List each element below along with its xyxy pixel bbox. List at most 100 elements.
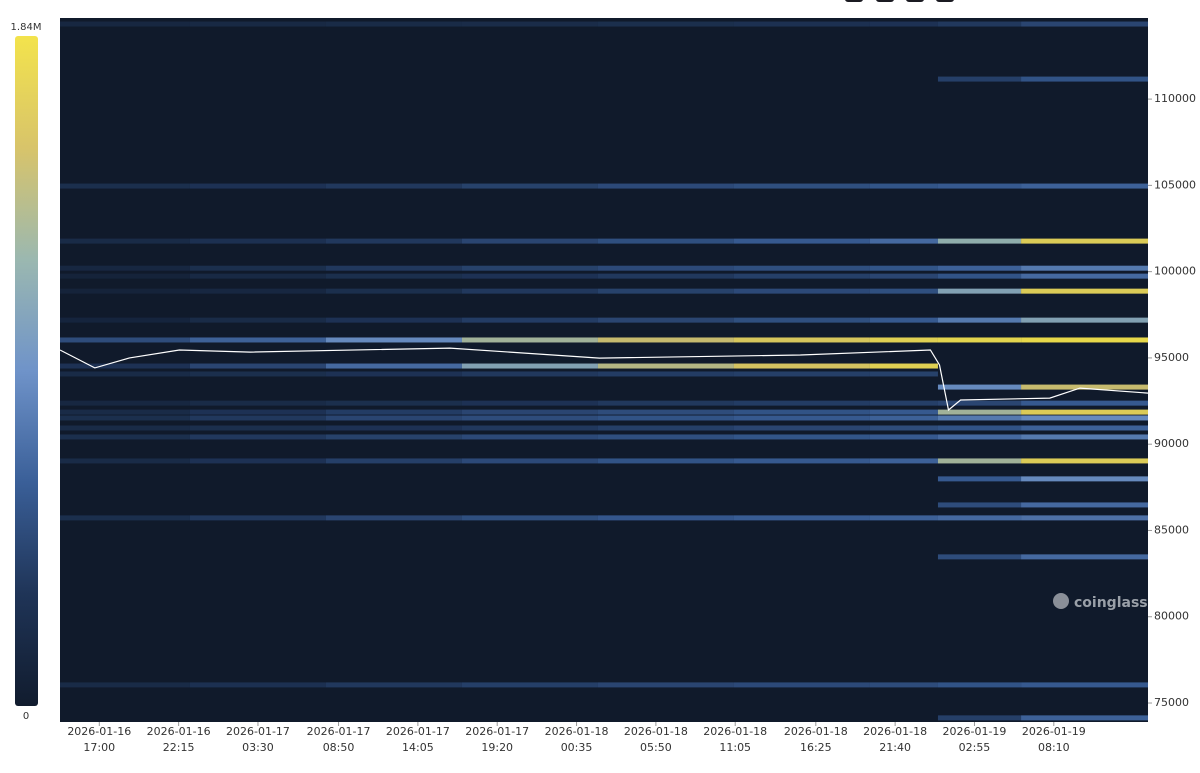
- heat-cell: [1021, 238, 1148, 244]
- heat-cell: [461, 183, 598, 189]
- heat-cell: [733, 288, 870, 294]
- heat-cell: [461, 265, 598, 271]
- y-tick-label: 75000: [1154, 696, 1189, 709]
- heat-cell: [869, 400, 938, 406]
- toolbar-button[interactable]: [906, 0, 924, 2]
- heat-cell: [325, 317, 462, 323]
- price-line: [59, 347, 1149, 412]
- heat-cell: [869, 238, 938, 244]
- heat-cell: [325, 288, 462, 294]
- heat-cell: [937, 434, 1022, 440]
- heat-cell: [733, 317, 870, 323]
- x-tick-date: 2026-01-17: [465, 725, 529, 738]
- heat-cell: [733, 515, 870, 521]
- heat-cell: [937, 682, 1022, 688]
- heat-cell: [733, 363, 870, 369]
- heat-cell: [869, 458, 938, 464]
- heat-cell: [937, 183, 1022, 189]
- heat-cell: [937, 415, 1022, 421]
- heat-cell: [60, 415, 190, 421]
- heat-cell: [597, 515, 734, 521]
- heat-cell: [733, 682, 870, 688]
- heat-cell: [597, 21, 734, 27]
- heat-cell: [869, 363, 938, 369]
- heat-cell: [325, 458, 462, 464]
- heat-cell: [597, 183, 734, 189]
- heat-cell: [869, 273, 938, 279]
- heat-cell: [461, 238, 598, 244]
- heat-cell: [733, 425, 870, 431]
- heat-cell: [325, 238, 462, 244]
- heat-cell: [733, 434, 870, 440]
- heat-cell: [325, 682, 462, 688]
- heat-cell: [869, 317, 938, 323]
- heat-cell: [869, 434, 938, 440]
- heat-cell: [1021, 554, 1148, 560]
- x-tick-time: 00:35: [561, 741, 593, 754]
- heat-cell: [597, 434, 734, 440]
- heat-cell: [869, 265, 938, 271]
- heat-cell: [937, 265, 1022, 271]
- heat-cell: [937, 409, 1022, 415]
- x-tick-time: 11:05: [719, 741, 751, 754]
- heat-cell: [325, 21, 462, 27]
- heat-cell: [189, 515, 326, 521]
- x-tick-date: 2026-01-18: [624, 725, 688, 738]
- heat-cell: [461, 682, 598, 688]
- heat-cell: [869, 371, 938, 377]
- heat-cell: [461, 363, 598, 369]
- toolbar-button[interactable]: [876, 0, 894, 2]
- heat-cell: [60, 273, 190, 279]
- x-tick-date: 2026-01-16: [147, 725, 211, 738]
- heat-cell: [733, 21, 870, 27]
- heat-cell: [461, 371, 598, 377]
- heat-cell: [325, 409, 462, 415]
- x-tick-time: 08:50: [323, 741, 355, 754]
- heat-cell: [189, 371, 326, 377]
- x-tick-time: 17:00: [83, 741, 115, 754]
- heat-cell: [869, 415, 938, 421]
- heat-cell: [733, 238, 870, 244]
- heat-cell: [461, 458, 598, 464]
- heat-cell: [937, 76, 1022, 82]
- toolbar-button[interactable]: [845, 0, 863, 2]
- heat-cell: [60, 682, 190, 688]
- heat-cell: [937, 288, 1022, 294]
- y-tick-label: 110000: [1154, 92, 1196, 105]
- heat-cell: [733, 337, 870, 343]
- heat-cell: [733, 458, 870, 464]
- heat-cell: [189, 363, 326, 369]
- heat-cell: [60, 337, 190, 343]
- heat-cell: [937, 715, 1022, 721]
- heat-cell: [60, 434, 190, 440]
- x-tick-date: 2026-01-17: [307, 725, 371, 738]
- heat-cell: [189, 288, 326, 294]
- heat-cell: [937, 238, 1022, 244]
- toolbar-button[interactable]: [936, 0, 954, 2]
- colorbar-label: 0: [23, 711, 29, 722]
- heat-cell: [1021, 434, 1148, 440]
- x-tick-date: 2026-01-19: [943, 725, 1007, 738]
- heat-cell: [733, 409, 870, 415]
- heat-cell: [937, 502, 1022, 508]
- heat-cell: [869, 183, 938, 189]
- heat-cell: [1021, 76, 1148, 82]
- heat-cell: [461, 425, 598, 431]
- heat-cell: [189, 400, 326, 406]
- watermark: coinglass: [1074, 595, 1148, 611]
- heat-cell: [189, 425, 326, 431]
- heat-cell: [733, 400, 870, 406]
- colorbar-label: 1.84M: [11, 22, 42, 33]
- heat-cell: [869, 682, 938, 688]
- watermark-group: coinglass: [1053, 593, 1148, 611]
- heat-cell: [325, 415, 462, 421]
- heat-cell: [1021, 400, 1148, 406]
- heat-cell: [597, 415, 734, 421]
- x-tick-date: 2026-01-17: [226, 725, 290, 738]
- heat-cell: [1021, 273, 1148, 279]
- heat-cell: [325, 400, 462, 406]
- heat-cell: [597, 273, 734, 279]
- heat-cell: [937, 458, 1022, 464]
- heat-cell: [733, 265, 870, 271]
- heat-cell: [60, 371, 190, 377]
